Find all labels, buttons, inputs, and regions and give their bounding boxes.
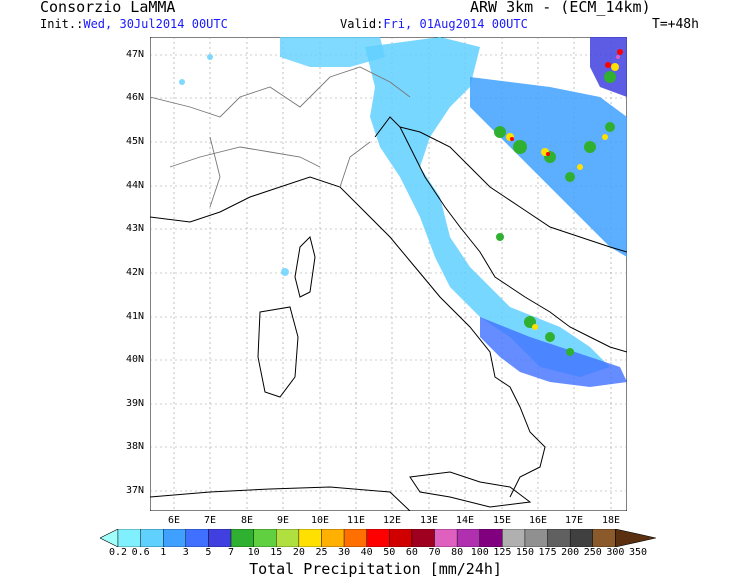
lon-label: 17E	[564, 515, 584, 526]
colorbar-label: 40	[360, 547, 373, 558]
colorbar-swatch	[298, 529, 322, 547]
colorbar-label: 70	[428, 547, 441, 558]
lat-label: 45N	[125, 136, 144, 147]
colorbar-swatch	[411, 529, 435, 547]
init-line: Init.:Wed, 30Jul2014 00UTC	[40, 17, 228, 31]
colorbar-label: 125	[493, 547, 512, 558]
precip-area-balkans	[470, 77, 627, 257]
lon-label: 8E	[240, 515, 254, 526]
valid-value: Fri, 01Aug2014 00UTC	[383, 17, 528, 31]
colorbar-swatch	[434, 529, 458, 547]
colorbar-label: 300	[606, 547, 625, 558]
grid-lines	[150, 37, 627, 511]
colorbar-label: 1	[160, 547, 167, 558]
colorbar-swatch	[592, 529, 616, 547]
lon-label: 10E	[310, 515, 330, 526]
lat-label: 40N	[125, 354, 144, 365]
precip-area-ionian	[480, 317, 627, 387]
lat-label: 44N	[125, 180, 144, 191]
colorbar-swatch	[321, 529, 345, 547]
colorbar-swatch	[253, 529, 277, 547]
lat-label: 38N	[125, 441, 144, 452]
colorbar-label: 15	[270, 547, 283, 558]
colorbar-label: 25	[315, 547, 328, 558]
colorbar-label: 5	[205, 547, 212, 558]
colorbar-swatch	[569, 529, 593, 547]
coastlines	[150, 116, 627, 511]
colorbar	[100, 529, 656, 547]
precip-area-adriatic	[365, 37, 610, 377]
lat-label: 37N	[125, 485, 144, 496]
lat-label: 41N	[125, 311, 144, 322]
colorbar-swatch	[140, 529, 164, 547]
colorbar-arrow-high	[615, 529, 656, 547]
colorbar-arrow-low	[100, 529, 119, 547]
precip-area-north	[280, 37, 385, 67]
colorbar-label: 20	[292, 547, 305, 558]
init-label: Init.:	[40, 17, 84, 31]
colorbar-swatch	[479, 529, 503, 547]
lat-label: 43N	[125, 223, 144, 234]
colorbar-label: 10	[247, 547, 260, 558]
colorbar-label: 80	[451, 547, 464, 558]
colorbar-label: 50	[383, 547, 396, 558]
lat-label: 39N	[125, 398, 144, 409]
lon-label: 11E	[346, 515, 366, 526]
valid-line: Valid:Fri, 01Aug2014 00UTC	[340, 17, 528, 31]
colorbar-label: 150	[515, 547, 534, 558]
lon-label: 15E	[492, 515, 512, 526]
init-value: Wed, 30Jul2014 00UTC	[83, 17, 228, 31]
lat-label: 46N	[125, 92, 144, 103]
colorbar-label: 30	[338, 547, 351, 558]
colorbar-label: 175	[538, 547, 557, 558]
valid-label: Valid:	[340, 17, 384, 31]
colorbar-swatch	[456, 529, 480, 547]
colorbar-label: 100	[470, 547, 489, 558]
colorbar-label: 7	[228, 547, 235, 558]
lon-label: 13E	[419, 515, 439, 526]
colorbar-swatch	[276, 529, 300, 547]
colorbar-label: 3	[182, 547, 189, 558]
colorbar-swatch	[343, 529, 367, 547]
colorbar-label: 250	[583, 547, 602, 558]
colorbar-label: 200	[561, 547, 580, 558]
lon-label: 16E	[528, 515, 548, 526]
model-title: ARW 3km - (ECM_14km)	[470, 0, 651, 16]
colorbar-swatch	[208, 529, 232, 547]
colorbar-label: 0.2	[108, 547, 128, 558]
colorbar-label: 0.6	[131, 547, 150, 558]
colorbar-swatch	[366, 529, 390, 547]
colorbar-swatch	[502, 529, 526, 547]
provider-title: Consorzio LaMMA	[40, 0, 176, 16]
lon-label: 14E	[455, 515, 475, 526]
colorbar-swatch	[185, 529, 209, 547]
lat-label: 42N	[125, 267, 144, 278]
colorbar-swatch	[163, 529, 187, 547]
colorbar-swatch	[547, 529, 571, 547]
colorbar-swatch	[117, 529, 141, 547]
lon-label: 18E	[601, 515, 621, 526]
precipitation-map	[150, 37, 627, 511]
lat-label: 47N	[125, 49, 144, 60]
precipitation-field	[179, 37, 627, 387]
colorbar-swatch	[524, 529, 548, 547]
lon-label: 12E	[382, 515, 402, 526]
lon-label: 9E	[276, 515, 290, 526]
colorbar-label: 60	[405, 547, 418, 558]
colorbar-swatch	[230, 529, 254, 547]
lon-label: 6E	[167, 515, 181, 526]
colorbar-title: Total Precipitation [mm/24h]	[249, 560, 502, 578]
lead-time: T=+48h	[652, 17, 699, 32]
borders	[150, 66, 411, 208]
colorbar-swatch	[389, 529, 413, 547]
colorbar-label: 350	[628, 547, 648, 558]
lon-label: 7E	[203, 515, 217, 526]
